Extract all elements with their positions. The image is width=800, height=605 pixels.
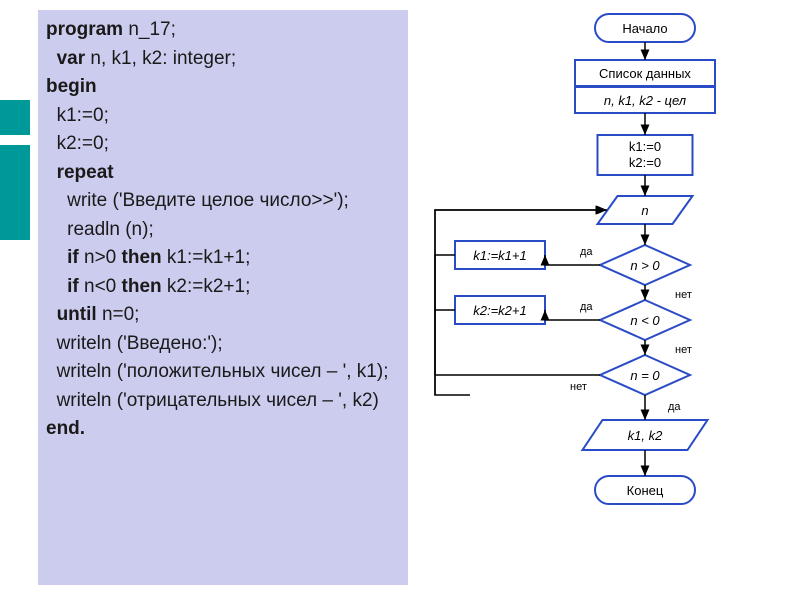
code-line: writeln ('отрицательных чисел – ', k2): [46, 387, 400, 416]
flow-node-data2: n, k1, k2 - цел: [575, 87, 715, 113]
svg-text:Конец: Конец: [627, 483, 664, 498]
code-line: write ('Введите целое число>>');: [46, 187, 400, 216]
code-line: until n=0;: [46, 301, 400, 330]
flow-node-output: k1, k2: [583, 420, 708, 450]
svg-text:нет: нет: [570, 381, 587, 393]
flow-node-dec1: n > 0: [600, 245, 690, 285]
code-line: k2:=0;: [46, 130, 400, 159]
svg-text:да: да: [668, 401, 681, 413]
svg-text:n < 0: n < 0: [630, 313, 660, 328]
flow-node-data1: Список данных: [575, 60, 715, 86]
flow-node-end: Конец: [595, 476, 695, 504]
svg-text:k2:=0: k2:=0: [629, 155, 661, 170]
code-line: writeln ('положительных чисел – ', k1);: [46, 358, 400, 387]
svg-text:n, k1, k2 - цел: n, k1, k2 - цел: [604, 93, 687, 108]
svg-text:да: да: [580, 246, 593, 258]
code-line: k1:=0;: [46, 102, 400, 131]
flow-node-input_n: n: [598, 196, 693, 224]
code-line: writeln ('Введено:');: [46, 330, 400, 359]
svg-text:n = 0: n = 0: [630, 368, 660, 383]
flow-node-dec2: n < 0: [600, 300, 690, 340]
code-line: end.: [46, 415, 400, 444]
svg-text:n > 0: n > 0: [630, 258, 660, 273]
svg-text:нет: нет: [675, 289, 692, 301]
svg-text:n: n: [641, 203, 648, 218]
code-line: begin: [46, 73, 400, 102]
code-line: if n<0 then k2:=k2+1;: [46, 273, 400, 302]
code-panel: program n_17; var n, k1, k2: integer;beg…: [38, 10, 408, 585]
code-line: if n>0 then k1:=k1+1;: [46, 244, 400, 273]
svg-text:да: да: [580, 301, 593, 313]
flow-node-start: Начало: [595, 14, 695, 42]
accent-bar-2: [0, 145, 30, 240]
svg-text:Начало: Начало: [622, 21, 667, 36]
svg-text:нет: нет: [675, 344, 692, 356]
code-line: repeat: [46, 159, 400, 188]
flow-node-dec3: n = 0: [600, 355, 690, 395]
svg-text:Список данных: Список данных: [599, 66, 691, 81]
flow-node-k2inc: k2:=k2+1: [455, 296, 545, 324]
accent-bar-1: [0, 100, 30, 135]
svg-text:k1:=k1+1: k1:=k1+1: [473, 248, 527, 263]
code-line: program n_17;: [46, 16, 400, 45]
code-line: var n, k1, k2: integer;: [46, 45, 400, 74]
flow-node-init: k1:=0k2:=0: [598, 135, 693, 175]
svg-text:k2:=k2+1: k2:=k2+1: [473, 303, 527, 318]
code-line: readln (n);: [46, 216, 400, 245]
svg-text:k1, k2: k1, k2: [628, 428, 663, 443]
flow-node-k1inc: k1:=k1+1: [455, 241, 545, 269]
flowchart: НачалоСписок данныхn, k1, k2 - целk1:=0k…: [420, 0, 800, 600]
svg-text:k1:=0: k1:=0: [629, 139, 661, 154]
